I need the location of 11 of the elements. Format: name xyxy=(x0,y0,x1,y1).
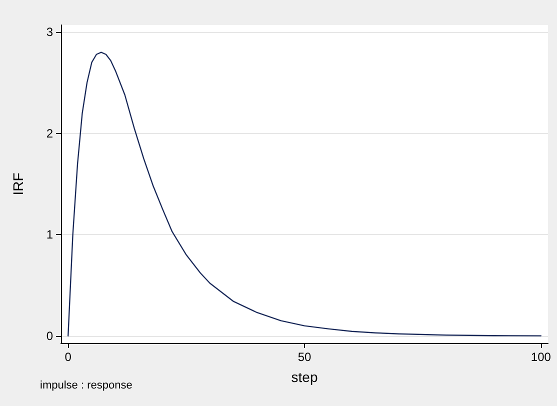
line-series xyxy=(67,52,542,337)
y-axis-title: IRF xyxy=(10,172,26,196)
x-axis-title: step xyxy=(291,369,318,385)
text: impulse : response xyxy=(40,380,132,392)
x-tick-label: 0 xyxy=(64,350,72,364)
y-tick-label: 1 xyxy=(46,228,54,242)
x-tick-label: 50 xyxy=(298,350,312,364)
y-tick-label: 2 xyxy=(46,126,54,140)
y-tick-label: 3 xyxy=(46,25,54,40)
y-tick-label: 0 xyxy=(46,328,54,343)
x-tick-label: 100 xyxy=(530,350,552,364)
